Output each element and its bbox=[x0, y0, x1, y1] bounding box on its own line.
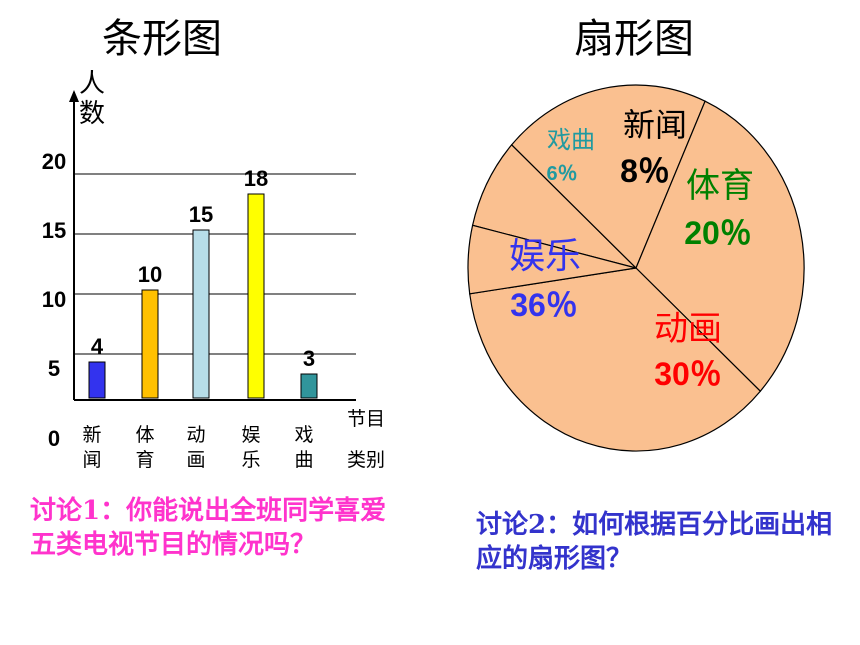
discussion-question-1: 讨论1：你能说出全班同学喜爱五类电视节目的情况吗？ bbox=[30, 496, 387, 560]
pie-slice-value: 20％ bbox=[684, 215, 752, 251]
y-axis-label: 数 bbox=[79, 98, 105, 128]
pie-slice-value: 8％ bbox=[620, 153, 670, 189]
y-tick-label: 20 bbox=[42, 149, 66, 174]
pie-slice-label: 娱乐 bbox=[509, 236, 581, 277]
x-category-label: 新 bbox=[82, 424, 101, 446]
x-category-label: 闻 bbox=[82, 449, 101, 471]
bar-data-label: 4 bbox=[91, 334, 104, 359]
bar-data-label: 18 bbox=[244, 166, 268, 191]
bar-data-label: 15 bbox=[189, 202, 213, 227]
pie-slice bbox=[467, 224, 637, 295]
pie-slice-label: 体育 bbox=[686, 166, 754, 206]
x-category-label: 曲 bbox=[294, 449, 313, 471]
y-tick-label: 5 bbox=[48, 356, 60, 381]
bar bbox=[88, 361, 106, 399]
bar bbox=[300, 373, 318, 399]
pie-slice-label: 戏曲 bbox=[547, 126, 595, 154]
x-category-label: 体 bbox=[135, 424, 154, 446]
bar-data-label: 10 bbox=[138, 262, 162, 287]
pie-slice bbox=[635, 100, 805, 393]
pie-slice-value: 36％ bbox=[510, 287, 578, 323]
x-axis-label: 节目 bbox=[347, 408, 385, 430]
bar-chart-title: 条形图 bbox=[102, 16, 222, 62]
pie-slice bbox=[469, 267, 762, 452]
y-tick-label: 15 bbox=[42, 218, 66, 243]
discussion-question-2: 讨论2：如何根据百分比画出相应的扇形图？ bbox=[476, 510, 833, 574]
x-category-label: 画 bbox=[186, 450, 205, 471]
x-category-label: 育 bbox=[135, 449, 154, 471]
pie-slice-label: 动画 bbox=[654, 309, 722, 349]
bar bbox=[141, 289, 159, 399]
pie-slice-value: 30％ bbox=[654, 356, 722, 392]
x-category-label: 娱 bbox=[241, 424, 260, 446]
bar bbox=[192, 229, 210, 399]
pie-slice bbox=[471, 143, 639, 270]
x-category-label: 戏 bbox=[294, 424, 313, 446]
bar bbox=[247, 193, 265, 399]
y-axis-arrow-icon bbox=[69, 90, 79, 102]
x-axis-label: 类别 bbox=[347, 449, 385, 471]
y-tick-label: 10 bbox=[42, 287, 66, 312]
pie-chart-title: 扇形图 bbox=[574, 16, 694, 62]
pie-slice bbox=[510, 84, 706, 270]
bar-data-label: 3 bbox=[303, 346, 315, 371]
x-category-label: 乐 bbox=[241, 449, 260, 471]
pie-slice-label: 新闻 bbox=[623, 106, 687, 144]
pie-slice-value: 6％ bbox=[546, 163, 577, 185]
y-axis-label: 人 bbox=[79, 68, 105, 98]
y-tick-label: 0 bbox=[48, 426, 60, 451]
x-category-label: 动 bbox=[186, 424, 205, 446]
